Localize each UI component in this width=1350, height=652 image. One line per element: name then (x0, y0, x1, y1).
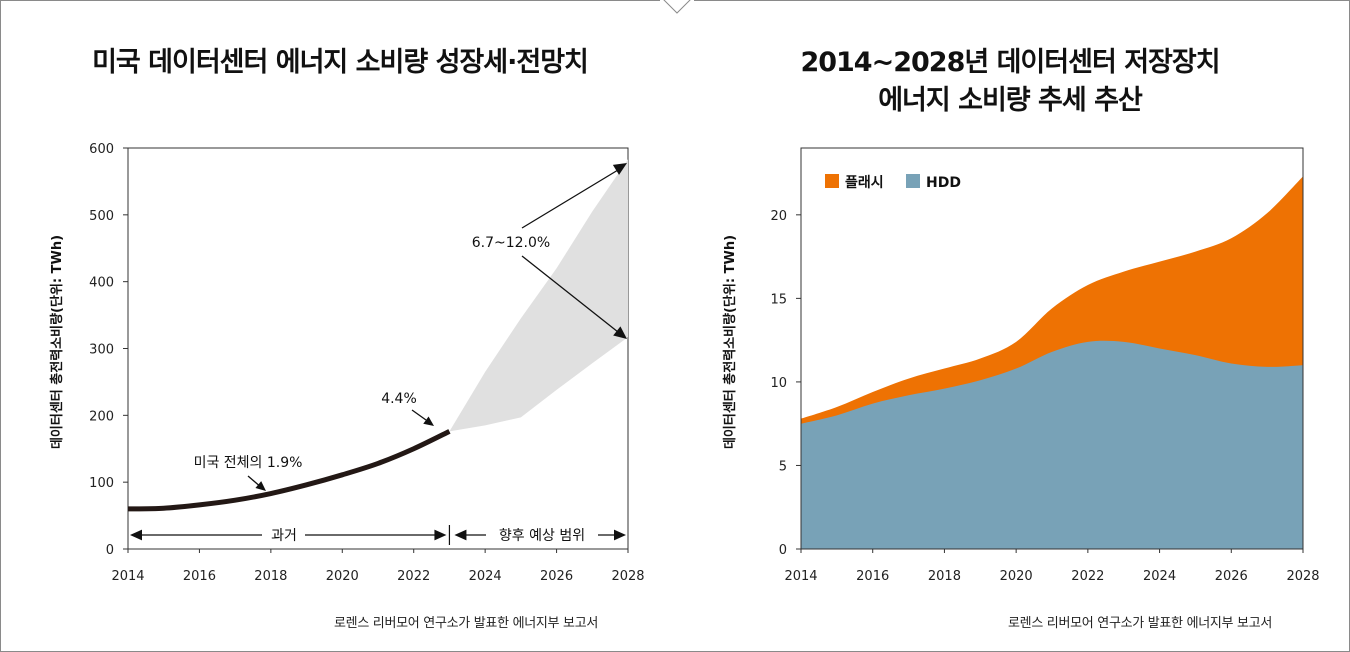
right-x-tick-label: 2022 (1071, 569, 1104, 584)
left-x-tick-label: 2016 (183, 569, 216, 584)
legend-hdd-label: HDD (926, 175, 961, 191)
annotation-projected-lower-arrow (521, 255, 619, 333)
right-x-tick-label: 2014 (784, 569, 817, 584)
annotation-total-growth-arrowhead (255, 481, 266, 491)
history-line (127, 429, 451, 512)
annotation-projected-growth: 6.7~12.0% (472, 235, 550, 251)
left-y-tick-label: 500 (89, 209, 114, 224)
right-chart: 데이터센터 총전력소비량(단위: TWh) 0 5 10 15 20 2014 2016 20… (722, 147, 1320, 584)
right-chart-title-line2: 에너지 소비량 추세 추산 (878, 85, 1143, 116)
right-x-tick-label: 2020 (1000, 569, 1033, 584)
right-x-tick-label: 2026 (1215, 569, 1248, 584)
legend-flash-label: 플래시 (845, 175, 884, 191)
right-plot-border (800, 147, 1304, 550)
annotation-recent-growth: 4.4% (381, 391, 417, 407)
future-range-arrowhead-left (454, 529, 467, 541)
right-x-tick-label: 2018 (928, 569, 961, 584)
left-x-tick-label: 2026 (540, 569, 573, 584)
annotation-projected-lower-arrowhead (613, 326, 627, 339)
notch-chevron-icon (663, 0, 691, 14)
left-y-tick-label: 600 (89, 142, 114, 157)
legend-flash-swatch (825, 174, 839, 188)
left-x-tick-label: 2018 (254, 569, 287, 584)
right-y-tick-label: 15 (770, 292, 787, 307)
top-notch (660, 0, 694, 17)
annotation-recent-growth-arrowhead (423, 416, 434, 426)
annotation-projected-upper-arrow (521, 169, 619, 229)
right-x-tick-label: 2024 (1143, 569, 1176, 584)
left-x-tick-label: 2014 (111, 569, 144, 584)
past-range-arrowhead-left (130, 529, 142, 541)
right-source-note: 로렌스 리버모어 연구소가 발표한 에너지부 보고서 (1008, 616, 1273, 631)
left-y-tick-label: 400 (89, 276, 114, 291)
right-chart-title: 2014~2028년 데이터센터 저장장치 에너지 소비량 추세 추산 (690, 44, 1330, 120)
left-x-tick-label: 2022 (397, 569, 430, 584)
left-chart: 데이터센터 총전력소비량(단위: TWh) 0 100 200 300 400 500 60… (49, 142, 645, 584)
right-y-tick-label: 20 (770, 209, 787, 224)
left-x-tick-label: 2020 (326, 569, 359, 584)
future-range-label: 향후 예상 범위 (499, 528, 585, 544)
right-y-tick-label: 10 (770, 376, 787, 391)
right-x-tick-label: 2016 (856, 569, 889, 584)
left-x-tick-label: 2024 (469, 569, 502, 584)
left-y-tick-label: 200 (89, 409, 114, 424)
legend-hdd-swatch (906, 174, 920, 188)
left-source-note: 로렌스 리버모어 연구소가 발표한 에너지부 보고서 (334, 616, 599, 631)
right-chart-title-line1: 2014~2028년 데이터센터 저장장치 (800, 47, 1220, 78)
left-y-tick-label: 300 (89, 343, 114, 358)
future-range-arrowhead-right (614, 529, 626, 541)
annotation-recent-growth-arrow (411, 409, 427, 421)
hdd-area (801, 340, 1303, 549)
left-y-axis-label: 데이터센터 총전력소비량(단위: TWh) (49, 235, 65, 449)
past-range-label: 과거 (271, 528, 297, 544)
left-y-tick-label: 0 (106, 543, 114, 558)
right-y-axis-label: 데이터센터 총전력소비량(단위: TWh) (722, 235, 738, 449)
projection-band (449, 159, 628, 432)
left-chart-title: 미국 데이터센터 에너지 소비량 성장세·전망치 (92, 47, 589, 78)
annotation-projected-upper-arrowhead (612, 163, 627, 175)
left-x-tick-label: 2028 (611, 569, 644, 584)
right-y-tick-label: 0 (779, 543, 787, 558)
right-y-tick-label: 5 (779, 459, 787, 474)
right-x-tick-label: 2028 (1286, 569, 1319, 584)
past-range-arrowhead-right (434, 529, 447, 541)
left-y-tick-label: 100 (89, 476, 114, 491)
annotation-total-growth: 미국 전체의 1.9% (194, 455, 303, 471)
